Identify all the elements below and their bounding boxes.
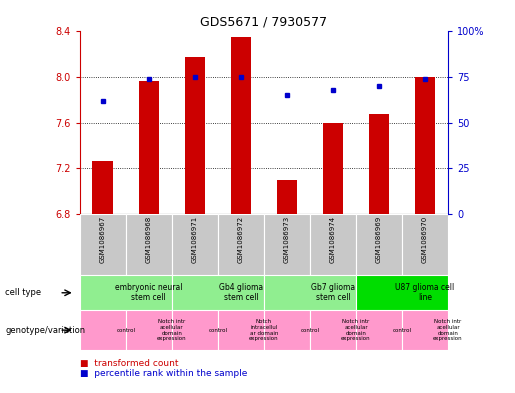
Text: U87 glioma cell
line: U87 glioma cell line bbox=[396, 283, 455, 303]
Text: Notch intr
acellular
domain
expression: Notch intr acellular domain expression bbox=[433, 319, 463, 341]
Bar bbox=[415, 77, 435, 214]
Bar bbox=[126, 214, 172, 275]
Bar bbox=[264, 214, 310, 275]
Bar bbox=[172, 275, 264, 310]
Bar bbox=[402, 310, 448, 350]
Text: GSM1086967: GSM1086967 bbox=[100, 216, 106, 263]
Bar bbox=[356, 214, 402, 275]
Bar bbox=[172, 214, 218, 275]
Text: ■  percentile rank within the sample: ■ percentile rank within the sample bbox=[80, 369, 247, 378]
Text: control: control bbox=[209, 328, 228, 332]
Bar bbox=[277, 180, 297, 214]
Bar bbox=[139, 81, 159, 214]
Bar bbox=[264, 310, 310, 350]
Bar bbox=[356, 275, 448, 310]
Bar bbox=[126, 310, 172, 350]
Text: GSM1086972: GSM1086972 bbox=[238, 216, 244, 263]
Bar bbox=[369, 114, 389, 214]
Bar bbox=[218, 214, 264, 275]
Bar bbox=[264, 275, 356, 310]
Bar bbox=[356, 310, 402, 350]
Bar bbox=[80, 214, 126, 275]
Bar bbox=[80, 275, 172, 310]
Bar bbox=[93, 160, 113, 214]
Title: GDS5671 / 7930577: GDS5671 / 7930577 bbox=[200, 16, 328, 29]
Bar bbox=[80, 310, 126, 350]
Text: Notch intr
acellular
domain
expression: Notch intr acellular domain expression bbox=[157, 319, 187, 341]
Bar bbox=[184, 57, 205, 214]
Text: control: control bbox=[116, 328, 135, 332]
Bar bbox=[231, 37, 251, 214]
Text: Notch intr
acellular
domain
expression: Notch intr acellular domain expression bbox=[341, 319, 371, 341]
Text: cell type: cell type bbox=[5, 288, 41, 297]
Bar bbox=[310, 214, 356, 275]
Text: ■  transformed count: ■ transformed count bbox=[80, 359, 178, 368]
Text: genotype/variation: genotype/variation bbox=[5, 326, 85, 334]
Text: GSM1086974: GSM1086974 bbox=[330, 216, 336, 263]
Bar bbox=[218, 310, 264, 350]
Text: Gb4 glioma
stem cell: Gb4 glioma stem cell bbox=[219, 283, 263, 303]
Text: GSM1086973: GSM1086973 bbox=[284, 216, 290, 263]
Text: control: control bbox=[300, 328, 319, 332]
Text: GSM1086969: GSM1086969 bbox=[376, 216, 382, 263]
Text: embryonic neural
stem cell: embryonic neural stem cell bbox=[115, 283, 183, 303]
Bar bbox=[172, 310, 218, 350]
Text: GSM1086970: GSM1086970 bbox=[422, 216, 428, 263]
Bar bbox=[322, 123, 344, 214]
Bar bbox=[402, 214, 448, 275]
Text: Gb7 glioma
stem cell: Gb7 glioma stem cell bbox=[311, 283, 355, 303]
Bar bbox=[310, 310, 356, 350]
Text: GSM1086968: GSM1086968 bbox=[146, 216, 152, 263]
Text: Notch
intracellul
ar domain
expression: Notch intracellul ar domain expression bbox=[249, 319, 279, 341]
Text: GSM1086971: GSM1086971 bbox=[192, 216, 198, 263]
Text: control: control bbox=[392, 328, 411, 332]
